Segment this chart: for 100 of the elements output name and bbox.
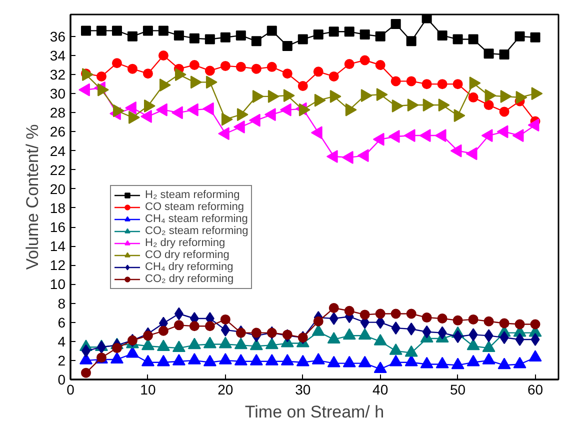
point (141, 354, 154, 366)
legend-label: CH₄ steam reforming (145, 213, 248, 225)
point (282, 330, 292, 340)
point (437, 79, 448, 90)
point (142, 68, 153, 79)
point (389, 343, 402, 355)
point (189, 33, 200, 44)
point (515, 332, 524, 346)
legend-label: CO steam reforming (145, 201, 244, 213)
y-tick-label: 28 (50, 104, 66, 121)
point (344, 59, 354, 70)
point (172, 354, 186, 366)
x-tick-label: 20 (218, 382, 234, 398)
point (251, 64, 262, 74)
point (313, 30, 324, 40)
point (203, 336, 216, 348)
point (266, 26, 277, 36)
point (342, 328, 356, 340)
point (484, 316, 494, 326)
y-tick-label: 16 (50, 219, 66, 236)
y-tick-label: 32 (50, 66, 66, 83)
legend-label: CH₄ dry reforming (145, 261, 234, 273)
point (141, 338, 154, 350)
y-tick-label: 12 (50, 257, 66, 274)
point (280, 354, 294, 366)
point (112, 58, 122, 68)
point (265, 354, 278, 366)
point (436, 356, 449, 368)
x-tick-label: 10 (140, 382, 156, 398)
point (391, 322, 400, 335)
point (204, 321, 215, 332)
point (156, 103, 168, 116)
point (499, 318, 510, 328)
point (466, 338, 480, 350)
point (234, 338, 248, 350)
point (420, 356, 434, 368)
point (390, 76, 401, 86)
point (329, 312, 338, 326)
point (452, 34, 463, 44)
point (390, 19, 401, 30)
point (204, 66, 215, 76)
point (282, 40, 292, 51)
point (80, 26, 91, 36)
point (389, 354, 402, 366)
point (265, 338, 278, 350)
y-tick-label: 2 (58, 352, 66, 368)
point (406, 308, 416, 319)
point (188, 338, 201, 350)
point (328, 303, 339, 314)
point (266, 62, 277, 72)
point (140, 110, 152, 123)
point (375, 60, 386, 70)
point (218, 353, 232, 364)
point (530, 319, 540, 330)
point (127, 64, 138, 74)
point (202, 102, 214, 116)
point (453, 330, 462, 344)
y-tick-label: 30 (50, 86, 66, 102)
point (81, 344, 90, 358)
point (112, 26, 122, 36)
point (528, 350, 542, 362)
point (298, 80, 308, 91)
point (438, 326, 447, 340)
point (344, 306, 354, 316)
y-tick-label: 26 (50, 124, 66, 140)
point (250, 354, 263, 366)
legend-label: CO dry reforming (145, 249, 230, 261)
point (187, 103, 198, 116)
point (220, 32, 230, 42)
y-tick-label: 24 (50, 142, 66, 159)
point (484, 100, 494, 110)
y-tick-label: 4 (58, 333, 66, 350)
point (79, 353, 92, 364)
point (514, 31, 525, 42)
point (189, 321, 200, 332)
point (203, 354, 216, 366)
point (172, 106, 183, 120)
y-tick-label: 20 (50, 180, 66, 197)
point (125, 101, 136, 114)
point (80, 368, 91, 378)
point (236, 30, 246, 40)
point (236, 62, 246, 72)
point (500, 331, 509, 344)
y-tick-label: 14 (50, 238, 66, 254)
point (172, 340, 186, 352)
point (437, 30, 448, 40)
point (404, 345, 418, 357)
x-tick-label: 40 (372, 382, 388, 398)
point (422, 312, 432, 323)
y-tick-label: 18 (50, 200, 66, 216)
point (142, 330, 153, 341)
point (374, 362, 387, 373)
y-axis-title: Volume Content/ % (22, 124, 42, 270)
point (251, 36, 262, 46)
x-tick-label: 30 (295, 382, 311, 398)
y-tick-label: 10 (50, 276, 66, 292)
point (158, 326, 168, 336)
point (513, 356, 526, 368)
point (466, 354, 480, 366)
point (342, 356, 356, 368)
